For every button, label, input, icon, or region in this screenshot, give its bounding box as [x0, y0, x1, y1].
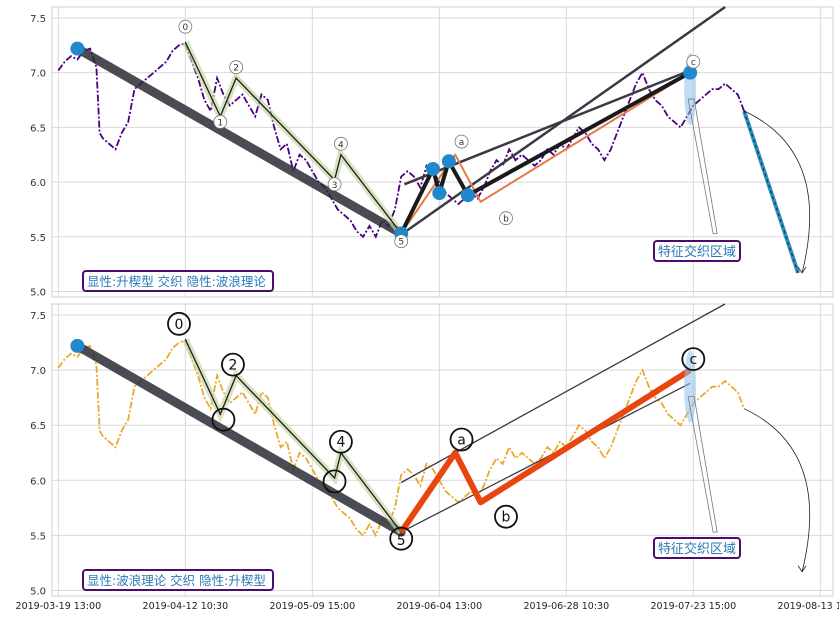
- region-pointer: [687, 98, 718, 234]
- pivot-dot: [683, 65, 698, 80]
- wave-label: c: [689, 352, 697, 368]
- top-panel: 5.0 5.5 6.0 6.5 7.0 7.5 0 2 4 a b c 1 3 5 特征交织区域显性:升楔型 …: [30, 5, 834, 299]
- region-pointer: [687, 396, 718, 533]
- y-tick-label: 6.0: [30, 476, 46, 487]
- x-tick-label: 2019-05-09 15:00: [270, 601, 356, 612]
- abc-correction-path: [398, 367, 692, 534]
- y-tick-label: 6.5: [30, 123, 46, 134]
- x-tick-label: 2019-06-28 10:30: [524, 601, 610, 612]
- price-series-line: [57, 41, 745, 239]
- pivot-dot: [441, 154, 456, 169]
- x-tick-label: 2019-04-12 10:30: [143, 601, 229, 612]
- y-tick-label: 5.0: [30, 288, 46, 299]
- wedge-zigzag-path: [399, 70, 692, 235]
- projection-dash: [743, 110, 799, 274]
- x-tick-label: 2019-06-04 13:00: [397, 601, 483, 612]
- wave-point-circle: [449, 427, 474, 452]
- wave-label: 5: [398, 238, 404, 248]
- y-tick-label: 6.5: [30, 421, 46, 432]
- wave-point-circle: [681, 347, 706, 371]
- wave-label: 4: [338, 140, 344, 150]
- wave-point-circle: [389, 526, 414, 551]
- wave-point-circle: [167, 311, 191, 336]
- wave-label: 0: [182, 23, 188, 33]
- x-tick-label: 2019-08-13 12:00: [777, 601, 839, 612]
- wave-label-badge: [394, 234, 409, 249]
- x-tick-label: 2019-07-23 15:00: [651, 601, 737, 612]
- y-tick-label: 6.0: [30, 178, 46, 189]
- panel-caption: 显性:升楔型 交织 隐性:波浪理论: [87, 274, 266, 289]
- wave-label: b: [503, 215, 509, 225]
- y-tick-label: 5.5: [30, 531, 46, 542]
- wedge-boundary-line: [400, 382, 691, 533]
- wave-label: b: [502, 510, 511, 526]
- caption-box: [82, 569, 274, 591]
- wave-point-circle: [329, 429, 353, 454]
- projection-arrowhead: [797, 266, 807, 274]
- region-label: 特征交织区域: [658, 541, 736, 557]
- wave-label-badge: [178, 19, 193, 34]
- pivot-dot: [425, 161, 440, 176]
- y-tick-label: 5.0: [30, 586, 46, 597]
- wave-label: 2: [233, 64, 239, 74]
- region-label-box: [653, 537, 741, 559]
- y-tick-label: 7.0: [30, 69, 46, 80]
- wave-label-badge: [229, 60, 244, 75]
- y-tick-label: 7.5: [30, 311, 46, 322]
- pivot-dot: [70, 338, 85, 353]
- shared-x-axis: 2019-03-19 13:00 2019-04-12 10:30 2019-05-…: [16, 601, 839, 612]
- wave-label-badge: [334, 136, 348, 151]
- x-tick-label: 2019-03-19 13:00: [16, 601, 102, 612]
- region-label: 特征交织区域: [658, 244, 736, 260]
- wave-label: 5: [397, 533, 406, 549]
- pivot-dot: [432, 186, 447, 201]
- wave-label-badge: [454, 134, 469, 149]
- pivot-dot: [460, 188, 475, 203]
- main-trend-line: [72, 341, 406, 537]
- projection-arrowhead: [797, 565, 807, 573]
- wave-label: 3: [332, 181, 338, 191]
- main-trend-line: [72, 44, 406, 238]
- wave-label-badge: [686, 54, 701, 69]
- wave-label: a: [457, 433, 466, 449]
- projection-arc: [743, 110, 811, 274]
- wave-label: 4: [336, 435, 345, 451]
- wave-label: 0: [175, 317, 184, 333]
- wave-label: c: [691, 58, 696, 68]
- wave-point-circle: [494, 504, 518, 529]
- wave-label-badge: [327, 177, 342, 192]
- panel-caption: 显性:波浪理论 交织 隐性:升楔型: [87, 573, 266, 588]
- abc-correction-path: [400, 71, 691, 235]
- region-label-box: [653, 240, 741, 262]
- y-tick-label: 5.5: [30, 233, 46, 244]
- y-tick-label: 7.5: [30, 14, 46, 25]
- projection-arc: [743, 408, 811, 572]
- wave-label: a: [459, 138, 465, 148]
- impulse-wave-line: [184, 41, 402, 234]
- wave-label-badge: [499, 211, 513, 226]
- price-series-line: [57, 339, 745, 538]
- caption-box: [82, 270, 274, 292]
- impulse-wave-line: [184, 339, 402, 533]
- wave-label: 2: [229, 358, 238, 374]
- wave-point-circle: [322, 469, 347, 494]
- wave-point-circle: [211, 407, 236, 432]
- pivot-dot: [70, 41, 85, 56]
- wave-point-circle: [221, 352, 245, 377]
- wave-label: 1: [217, 118, 223, 128]
- y-tick-label: 7.0: [30, 366, 46, 377]
- wave-label-badge: [213, 115, 228, 129]
